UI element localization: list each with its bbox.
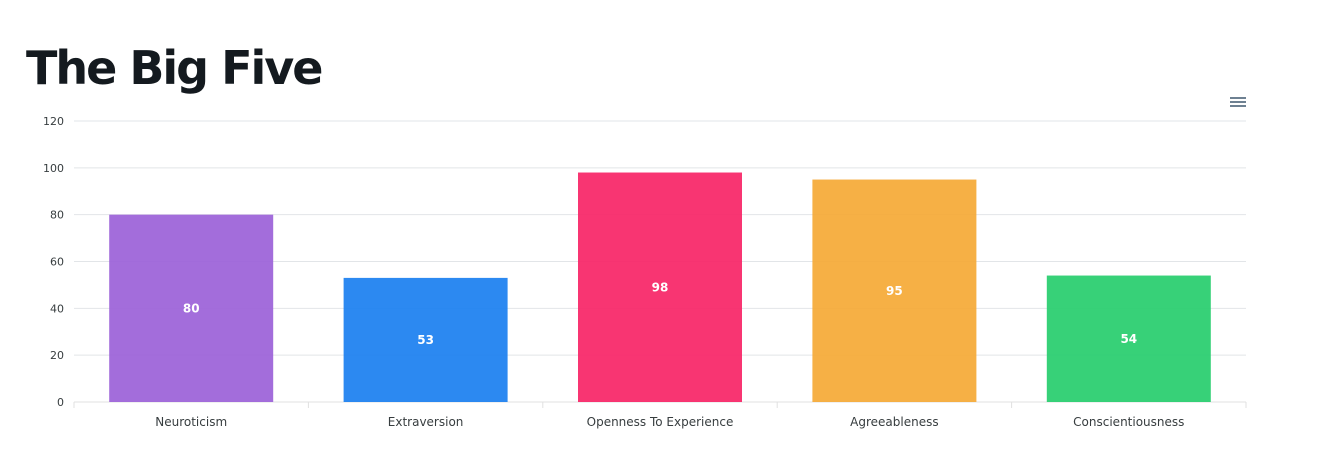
data-label: 95 bbox=[886, 284, 903, 298]
bar bbox=[109, 214, 274, 402]
menu-line bbox=[1230, 101, 1246, 103]
x-category-label: Extraversion bbox=[388, 415, 464, 429]
x-category-label: Agreeableness bbox=[850, 415, 938, 429]
menu-line bbox=[1230, 97, 1246, 99]
x-category-label: Neuroticism bbox=[155, 415, 227, 429]
menu-line bbox=[1230, 105, 1246, 107]
x-category-label: Openness To Experience bbox=[587, 415, 734, 429]
y-tick-label: 0 bbox=[57, 396, 64, 409]
y-tick-label: 80 bbox=[50, 209, 64, 222]
bar bbox=[812, 179, 977, 402]
chart-title: The Big Five bbox=[26, 41, 323, 95]
y-tick-label: 100 bbox=[43, 162, 64, 175]
y-tick-label: 60 bbox=[50, 256, 64, 269]
data-label: 98 bbox=[652, 280, 669, 294]
bar bbox=[343, 277, 508, 402]
data-label: 54 bbox=[1120, 332, 1137, 346]
bar bbox=[1046, 275, 1211, 402]
y-tick-label: 120 bbox=[43, 115, 64, 128]
data-label: 53 bbox=[417, 333, 434, 347]
hamburger-menu-icon[interactable] bbox=[1228, 94, 1248, 112]
y-tick-label: 40 bbox=[50, 302, 64, 315]
data-label: 80 bbox=[183, 301, 200, 315]
bar bbox=[578, 172, 742, 402]
x-category-label: Conscientiousness bbox=[1073, 415, 1184, 429]
y-tick-label: 20 bbox=[50, 349, 64, 362]
